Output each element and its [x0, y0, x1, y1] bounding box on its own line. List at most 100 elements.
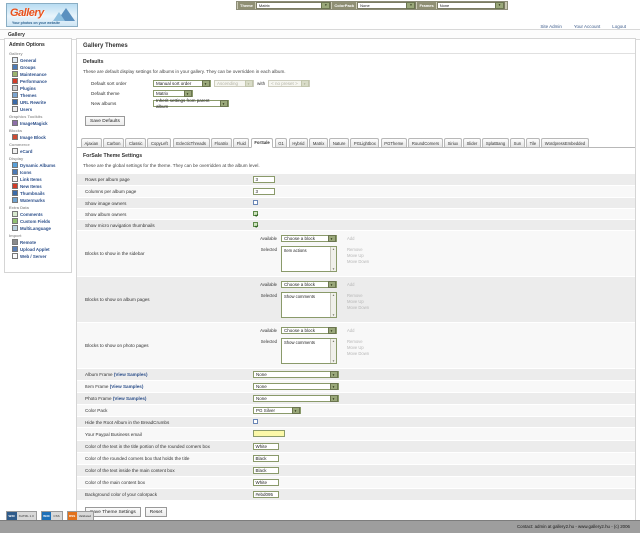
sidebar-item-users[interactable]: Users: [12, 106, 69, 112]
color-pack-select[interactable]: PG Silver ▼: [253, 407, 301, 414]
tab-floatrix[interactable]: Floatrix: [211, 138, 232, 147]
gallery-logo[interactable]: Gallery Your photos on your website: [6, 3, 78, 27]
sidebar-item-general[interactable]: General: [12, 57, 69, 63]
tab-matrix[interactable]: Matrix: [309, 138, 328, 147]
photo-frame-select[interactable]: None ▼: [253, 395, 339, 402]
sidebar-item-watermarks[interactable]: Watermarks: [12, 197, 69, 203]
add-block-link[interactable]: Add: [347, 328, 355, 333]
sidebar-item-url-rewrite[interactable]: URL Rewrite: [12, 99, 69, 105]
sidebar-item-comments[interactable]: Comments: [12, 211, 69, 217]
sidebar-item-new-items[interactable]: New Items: [12, 183, 69, 189]
default-sort-order-select[interactable]: Manual sort order ▼: [153, 80, 211, 87]
sidebar-item-ecard[interactable]: eCard: [12, 148, 69, 154]
move-down-link[interactable]: Move Down: [347, 351, 370, 356]
sidebar-item-thumbnails[interactable]: Thumbnails: [12, 190, 69, 196]
sort-direction-select[interactable]: Ascending ▼: [214, 80, 254, 87]
your-paypal-business-email-input[interactable]: [253, 430, 285, 437]
sidebar-item-icons[interactable]: Icons: [12, 169, 69, 175]
item-frame-select[interactable]: None ▼: [253, 383, 339, 390]
view-samples-link[interactable]: (View Samples): [113, 372, 148, 377]
remove-block-link[interactable]: Remove: [347, 339, 363, 344]
breadcrumb[interactable]: Gallery: [8, 31, 25, 38]
sidebar-item-web-server[interactable]: Web / Server: [12, 253, 69, 259]
sidebar-item-custom-fields[interactable]: Custom Fields: [12, 218, 69, 224]
columns-per-album-page-input[interactable]: 3: [253, 188, 275, 195]
blocks-to-show-in-the-sidebar-available-select[interactable]: Choose a block ▼: [281, 235, 337, 242]
selected-block-item[interactable]: Item actions: [284, 248, 307, 253]
color-of-the-text-in-the-title-portion-of-the-rounded-corners-box-input[interactable]: White: [253, 443, 279, 450]
tab-wordpressembedded[interactable]: WordpressEmbedded: [541, 138, 589, 147]
tab-nature[interactable]: Nature: [329, 138, 349, 147]
hide-the-root-album-in-the-breadcrumbs-checkbox[interactable]: [253, 419, 258, 424]
remove-block-link[interactable]: Remove: [347, 247, 363, 252]
site-admin-link[interactable]: Site Admin: [540, 24, 562, 29]
add-block-link[interactable]: Add: [347, 282, 355, 287]
preset-select[interactable]: < no preset > ▼: [268, 80, 311, 87]
tab-ajaxian[interactable]: Ajaxian: [81, 138, 102, 147]
move-up-link[interactable]: Move Up: [347, 345, 364, 350]
view-samples-link[interactable]: (View Samples): [109, 384, 144, 389]
selected-block-item[interactable]: Show comments: [284, 340, 315, 345]
tab-eclecticthreads[interactable]: EclecticThreads: [172, 138, 210, 147]
blocks-to-show-on-album-pages-selected-list[interactable]: Show comments ▲ ▼: [281, 292, 337, 318]
sidebar-item-plugins[interactable]: Plugins: [12, 85, 69, 91]
move-down-link[interactable]: Move Down: [347, 259, 370, 264]
sidebar-item-image-block[interactable]: Image Block: [12, 134, 69, 140]
sidebar-item-upload-applet[interactable]: Upload Applet: [12, 246, 69, 252]
tab-fluid[interactable]: Fluid: [233, 138, 250, 147]
tab-carbon[interactable]: Carbon: [103, 138, 124, 147]
sidebar-item-performance[interactable]: Performance: [12, 78, 69, 84]
blocks-to-show-on-photo-pages-available-select[interactable]: Choose a block ▼: [281, 327, 337, 334]
blocks-to-show-in-the-sidebar-selected-list[interactable]: Item actions ▲ ▼: [281, 246, 337, 272]
new-albums-select[interactable]: Inherit settings from parent album ▼: [153, 98, 229, 109]
reset-button[interactable]: Reset: [144, 507, 168, 517]
sidebar-item-imagemagick[interactable]: ImageMagick: [12, 120, 69, 126]
listbox-scrollbar[interactable]: ▲ ▼: [330, 247, 336, 271]
tab-copyleft[interactable]: CopyLeft: [147, 138, 172, 147]
move-down-link[interactable]: Move Down: [347, 305, 370, 310]
color-of-the-text-inside-the-main-content-box-input[interactable]: Black: [253, 467, 279, 474]
tab-pglightbox[interactable]: PGLightbox: [350, 138, 380, 147]
tab-hybrid[interactable]: Hybrid: [288, 138, 308, 147]
listbox-scrollbar[interactable]: ▲ ▼: [330, 293, 336, 317]
show-micro-navigation-thumbnails-checkbox[interactable]: [253, 222, 258, 227]
sidebar-item-multilanguage[interactable]: MultiLanguage: [12, 225, 69, 231]
listbox-scrollbar[interactable]: ▲ ▼: [330, 339, 336, 363]
add-block-link[interactable]: Add: [347, 236, 355, 241]
selected-block-item[interactable]: Show comments: [284, 294, 315, 299]
show-album-owners-checkbox[interactable]: [253, 211, 258, 216]
rows-per-album-page-input[interactable]: 3: [253, 176, 275, 183]
tab-sun[interactable]: Sun: [510, 138, 525, 147]
view-samples-link[interactable]: (View Samples): [112, 396, 147, 401]
album-frame-select[interactable]: None ▼: [253, 371, 339, 378]
sidebar-item-groups[interactable]: Groups: [12, 64, 69, 70]
color-of-the-main-content-box-input[interactable]: White: [253, 479, 279, 486]
blocks-to-show-on-photo-pages-selected-list[interactable]: Show comments ▲ ▼: [281, 338, 337, 364]
tab-g1[interactable]: G1: [274, 138, 288, 147]
tab-siriux[interactable]: Siriux: [444, 138, 462, 147]
save-defaults-button[interactable]: Save Defaults: [85, 116, 125, 126]
move-up-link[interactable]: Move Up: [347, 253, 364, 258]
tab-classic[interactable]: Classic: [125, 138, 146, 147]
logout-link[interactable]: Logout: [612, 24, 626, 29]
sidebar-item-maintenance[interactable]: Maintenance: [12, 71, 69, 77]
tab-forsale[interactable]: ForSale: [250, 137, 274, 148]
remove-block-link[interactable]: Remove: [347, 293, 363, 298]
sidebar-item-link-items[interactable]: Link Items: [12, 176, 69, 182]
tab-pgtheme[interactable]: PGTheme: [380, 138, 407, 147]
tab-roundcorners[interactable]: RoundCorners: [408, 138, 443, 147]
move-up-link[interactable]: Move Up: [347, 299, 364, 304]
colorpack-select[interactable]: None ▼: [357, 2, 417, 9]
frames-select[interactable]: None ▼: [436, 2, 505, 9]
tab-splatbang[interactable]: SplatBang: [482, 138, 509, 147]
default-theme-select[interactable]: Matrix ▼: [153, 90, 193, 97]
tab-slider[interactable]: Slider: [463, 138, 481, 147]
color-of-the-rounded-corners-box-that-holds-the-title-input[interactable]: Black: [253, 455, 279, 462]
background-color-of-your-colorpack-input[interactable]: #ebd095: [253, 491, 279, 498]
blocks-to-show-on-album-pages-available-select[interactable]: Choose a block ▼: [281, 281, 337, 288]
show-image-owners-checkbox[interactable]: [253, 200, 258, 205]
sidebar-item-remote[interactable]: Remote: [12, 239, 69, 245]
your-account-link[interactable]: Your Account: [573, 24, 601, 29]
theme-select[interactable]: Matrix ▼: [255, 2, 332, 9]
sidebar-item-themes[interactable]: Themes: [12, 92, 69, 98]
